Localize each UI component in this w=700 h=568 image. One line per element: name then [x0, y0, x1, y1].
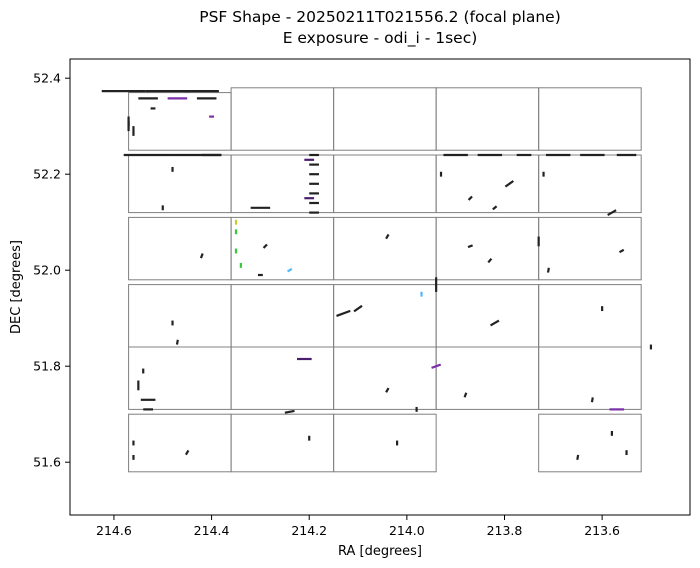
psf-stick [618, 248, 625, 254]
ota-frame [128, 92, 232, 151]
ota-frame [230, 87, 335, 151]
y-axis-label: DEC [degrees] [9, 240, 24, 334]
psf-stick [262, 243, 268, 249]
ota-frame [230, 413, 335, 473]
ota-frame [435, 154, 540, 214]
x-tick-label: 214.2 [291, 523, 327, 538]
psf-stick [489, 319, 500, 327]
ota-frame [435, 216, 540, 281]
psf-stick [353, 304, 363, 313]
ota-frames [128, 87, 642, 473]
psf-stick [385, 233, 390, 240]
x-axis-ticks: 214.6 214.4 214.2 214.0 213.8 213.6 [96, 515, 620, 538]
ota-frame [538, 346, 642, 410]
psf-stick [431, 363, 442, 369]
chart-subtitle: E exposure - odi_i - 1sec) [282, 29, 478, 47]
psf-stick [590, 397, 594, 403]
x-tick-label: 213.8 [487, 523, 523, 538]
psf-stick [487, 258, 493, 264]
chart-title: PSF Shape - 20250211T021556.2 (focal pla… [199, 8, 561, 26]
psf-stick [467, 244, 473, 249]
x-tick-label: 214.6 [96, 523, 132, 538]
ota-frame [538, 154, 642, 214]
ota-frame [538, 413, 642, 473]
psf-sticks [101, 90, 653, 460]
psf-stick [492, 205, 498, 211]
x-tick-label: 213.6 [584, 523, 620, 538]
y-axis-ticks: 51.6 51.8 52.0 52.2 52.4 [33, 71, 70, 470]
plot-frame [69, 58, 691, 516]
ota-frame [435, 284, 540, 348]
psf-stick [336, 309, 351, 317]
ota-frame [128, 154, 232, 214]
ota-frame [333, 87, 437, 151]
ota-frame [538, 87, 642, 151]
x-tick-label: 214.4 [194, 523, 230, 538]
psf-stick [576, 454, 580, 460]
y-tick-label: 52.4 [33, 71, 61, 86]
ota-frame [230, 284, 335, 348]
psf-stick [175, 339, 179, 345]
psf-stick [287, 268, 293, 273]
psf-stick [184, 449, 190, 456]
ota-frame [128, 284, 232, 348]
ota-frame [333, 154, 437, 214]
psf-stick [284, 409, 295, 414]
psf-stick [467, 195, 473, 201]
y-tick-label: 51.6 [33, 455, 61, 470]
ota-frame [435, 346, 540, 410]
ota-frame [128, 413, 232, 473]
x-tick-label: 214.0 [389, 523, 425, 538]
psf-stick [199, 253, 204, 259]
ota-frame [538, 216, 642, 281]
ota-frame [333, 413, 437, 473]
ota-frame [230, 216, 335, 281]
y-tick-label: 51.8 [33, 359, 61, 374]
psf-stick [546, 267, 550, 273]
ota-frame [333, 346, 437, 410]
ota-frame [230, 346, 335, 410]
ota-frame [128, 216, 232, 281]
ota-frame [538, 284, 642, 348]
psf-stick [385, 387, 390, 393]
ota-frame [333, 216, 437, 281]
psf-stick [504, 180, 515, 188]
psf-stick [607, 209, 617, 216]
ota-frame [435, 87, 540, 151]
psf-stick [463, 392, 468, 398]
y-tick-label: 52.0 [33, 263, 61, 278]
y-tick-label: 52.2 [33, 167, 61, 182]
x-axis-label: RA [degrees] [338, 544, 422, 559]
